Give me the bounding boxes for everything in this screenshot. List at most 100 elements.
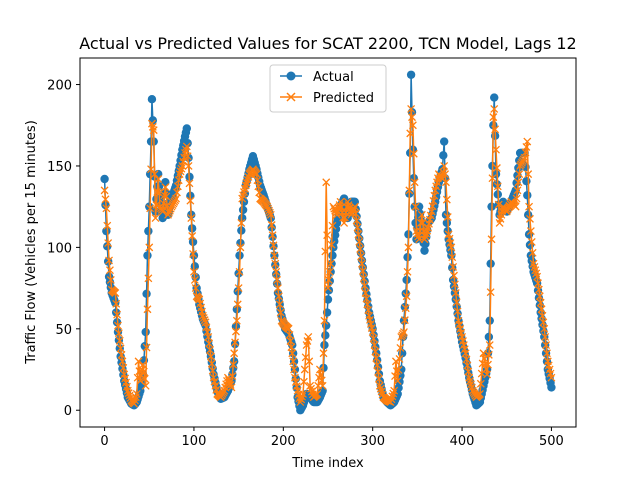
data-point-predicted (265, 206, 273, 215)
data-point-predicted (115, 336, 124, 345)
data-point-predicted (393, 376, 402, 385)
data-point-predicted (243, 175, 252, 184)
data-point-predicted (299, 389, 307, 398)
data-point-predicted (408, 121, 417, 130)
data-point-predicted (464, 367, 473, 376)
data-point-predicted (405, 186, 414, 195)
y-tick-label: 0 (64, 404, 72, 419)
data-point-actual (238, 205, 248, 215)
data-point-predicted (119, 363, 128, 372)
data-point-actual (321, 331, 330, 340)
data-point-actual (449, 282, 459, 291)
data-point-predicted (313, 389, 322, 398)
data-point-predicted (175, 170, 184, 179)
data-point-actual (484, 332, 494, 342)
data-point-predicted (547, 373, 556, 382)
data-point-predicted (451, 289, 460, 297)
data-point-predicted (265, 208, 274, 217)
data-point-predicted (100, 186, 109, 195)
data-point-predicted (114, 321, 122, 330)
data-point-predicted (453, 307, 462, 316)
data-point-predicted (241, 181, 250, 190)
data-point-predicted (177, 164, 186, 173)
data-point-predicted (271, 259, 280, 268)
data-point-predicted (373, 361, 382, 369)
data-point-predicted (299, 377, 308, 386)
data-point-predicted (400, 328, 408, 337)
data-point-predicted (416, 218, 425, 227)
data-point-predicted (377, 387, 386, 396)
data-point-predicted (441, 170, 450, 179)
data-point-predicted (223, 373, 232, 382)
data-point-predicted (204, 332, 213, 341)
y-axis-label: Traffic Flow (Vehicles per 15 minutes) (24, 120, 39, 365)
data-point-predicted (443, 213, 452, 221)
data-point-predicted (144, 274, 153, 283)
data-point-predicted (417, 210, 426, 219)
data-point-predicted (452, 298, 461, 307)
x-tick-label: 200 (271, 434, 296, 449)
data-point-predicted (298, 392, 307, 401)
data-point-predicted (538, 311, 547, 320)
data-point-predicted (321, 247, 330, 256)
data-point-predicted (487, 235, 496, 244)
data-point-predicted (494, 200, 503, 209)
data-point-predicted (485, 341, 494, 350)
data-point-predicted (198, 311, 207, 320)
data-point-predicted (228, 372, 237, 380)
data-point-predicted (328, 221, 337, 230)
data-point-predicted (208, 366, 217, 375)
legend-actual-marker (286, 71, 296, 81)
data-point-predicted (297, 395, 306, 404)
data-point-actual (406, 70, 416, 79)
data-point-predicted (411, 202, 420, 211)
data-point-predicted (190, 275, 199, 284)
data-point-predicted (514, 178, 523, 187)
data-point-predicted (105, 256, 114, 265)
data-point-predicted (387, 395, 396, 404)
data-point-predicted (327, 240, 336, 249)
data-point-predicted (149, 126, 158, 135)
data-point-predicted (142, 343, 151, 352)
data-point-predicted (236, 243, 245, 252)
data-point-predicted (300, 365, 309, 374)
data-point-predicted (139, 367, 148, 376)
data-point-predicted (320, 316, 329, 325)
data-point-predicted (351, 209, 360, 218)
data-point-predicted (324, 275, 333, 284)
data-point-predicted (492, 145, 500, 154)
data-point-predicted (483, 370, 492, 379)
data-point-predicted (534, 285, 543, 294)
data-point-predicted (391, 357, 400, 366)
data-point-predicted (533, 272, 542, 281)
data-point-actual (522, 176, 531, 186)
data-point-predicted (488, 174, 497, 183)
data-point-predicted (184, 162, 193, 170)
data-point-predicted (442, 178, 450, 187)
data-point-predicted (484, 350, 493, 359)
data-point-predicted (103, 221, 112, 230)
data-point-predicted (276, 308, 285, 317)
data-point-predicted (511, 202, 520, 211)
data-point-predicted (370, 341, 379, 350)
data-point-predicted (244, 172, 253, 181)
data-point-predicted (186, 196, 195, 205)
data-point-predicted (124, 389, 133, 398)
series-predicted (100, 105, 556, 408)
data-point-predicted (493, 182, 502, 191)
x-axis: 0 100 200 300 400 500 (100, 427, 564, 449)
data-point-predicted (527, 237, 536, 246)
data-point-predicted (476, 379, 485, 388)
data-point-predicted (386, 398, 395, 407)
data-point-predicted (421, 232, 430, 241)
x-tick-label: 400 (450, 434, 475, 449)
data-point-predicted (140, 374, 149, 383)
data-point-predicted (188, 232, 197, 240)
plot-area (100, 70, 556, 415)
data-point-predicted (272, 267, 281, 276)
data-point-predicted (134, 357, 143, 366)
data-point-predicted (491, 125, 500, 134)
data-point-actual (490, 93, 499, 102)
data-point-predicted (539, 318, 548, 327)
data-point-predicted (304, 332, 313, 341)
